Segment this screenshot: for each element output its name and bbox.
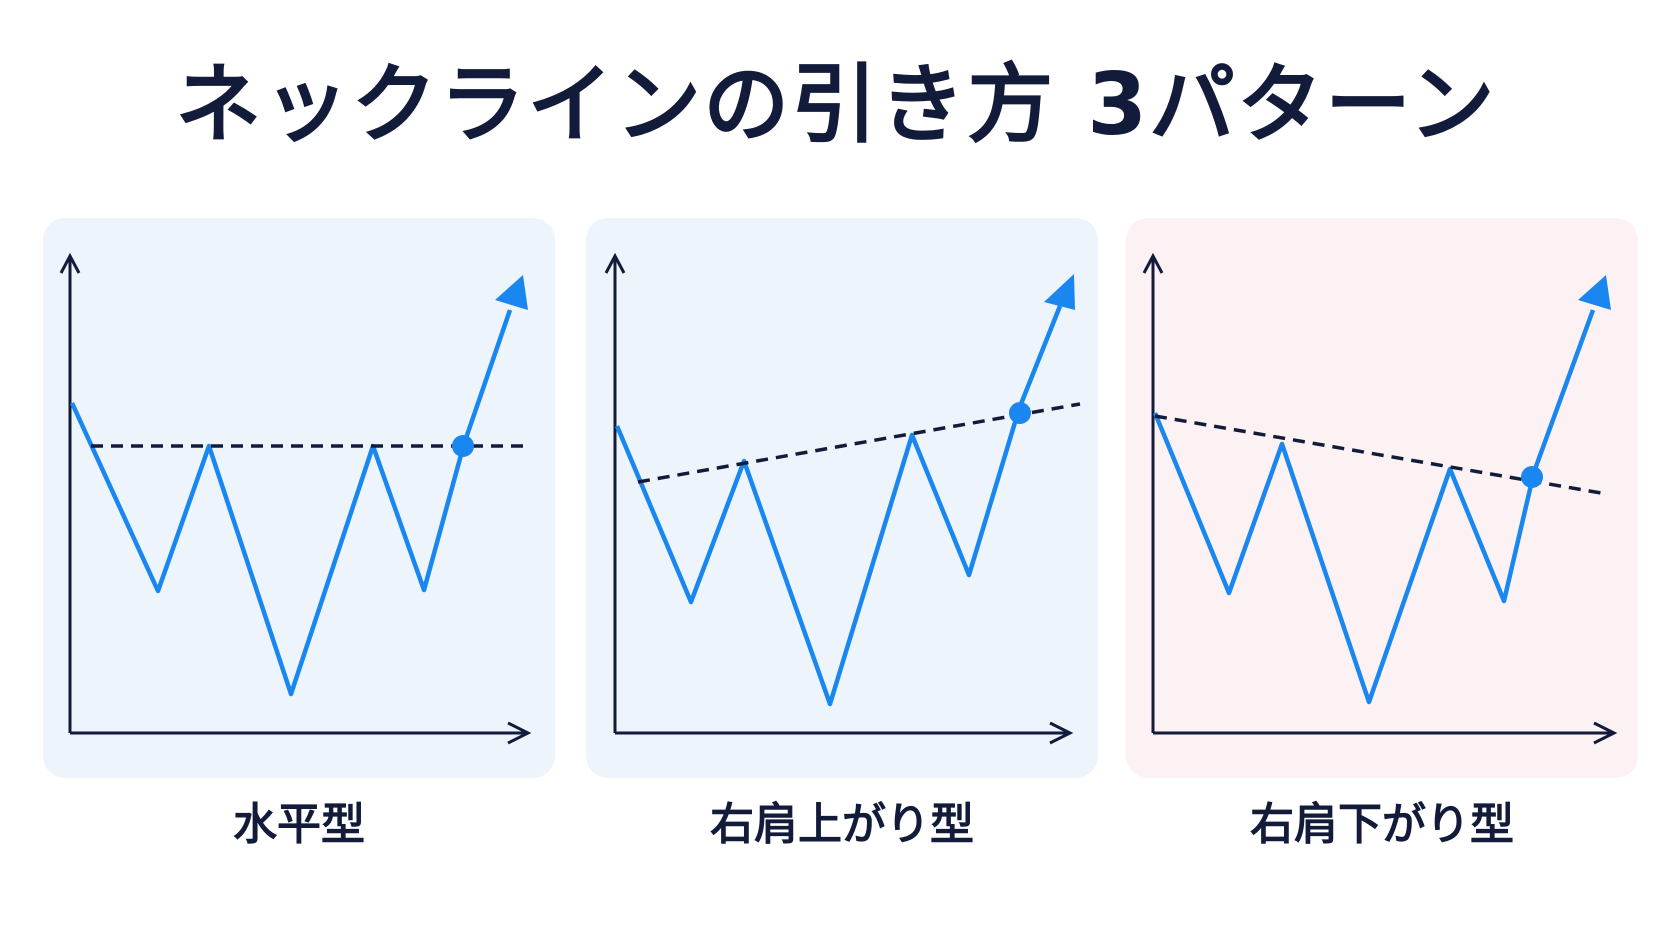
- y-axis-arrow: [59, 252, 81, 274]
- pattern-panel-horizontal: [43, 218, 555, 778]
- pattern-panel-falling: [1126, 218, 1638, 778]
- pattern-label-rising: 右肩上がり型: [710, 799, 974, 850]
- neckline: [637, 402, 1081, 484]
- breakout-point: [452, 435, 474, 457]
- y-axis-arrow: [1142, 252, 1164, 274]
- breakout-arrowhead: [1044, 274, 1075, 310]
- neckline: [1154, 414, 1602, 495]
- x-axis-arrow: [507, 721, 532, 745]
- breakout-point: [1009, 402, 1031, 424]
- panel-background: [43, 218, 555, 778]
- falling-neckline-diagram: [1126, 218, 1638, 778]
- breakout-line: [461, 309, 513, 445]
- breakout-line: [1531, 309, 1596, 473]
- pattern-label-falling: 右肩下がり型: [1250, 799, 1514, 850]
- rising-neckline-diagram: [586, 218, 1098, 778]
- breakout-line: [1016, 305, 1063, 410]
- panel-background: [586, 218, 1098, 778]
- y-axis-arrow: [604, 252, 626, 274]
- x-axis-arrow: [1049, 721, 1074, 745]
- breakout-arrowhead: [1578, 275, 1611, 310]
- horizontal-neckline-diagram: [43, 218, 555, 778]
- pattern-panel-rising: [586, 218, 1098, 778]
- price-line: [1152, 412, 1537, 705]
- x-axis-arrow: [1593, 721, 1618, 745]
- page-title: ネックラインの引き方 3パターン: [175, 55, 1497, 155]
- pattern-label-horizontal: 水平型: [233, 799, 365, 850]
- price-line: [69, 402, 467, 697]
- panel-background: [1126, 218, 1638, 778]
- breakout-point: [1521, 466, 1543, 488]
- price-line: [614, 408, 1022, 707]
- breakout-arrowhead: [495, 275, 528, 310]
